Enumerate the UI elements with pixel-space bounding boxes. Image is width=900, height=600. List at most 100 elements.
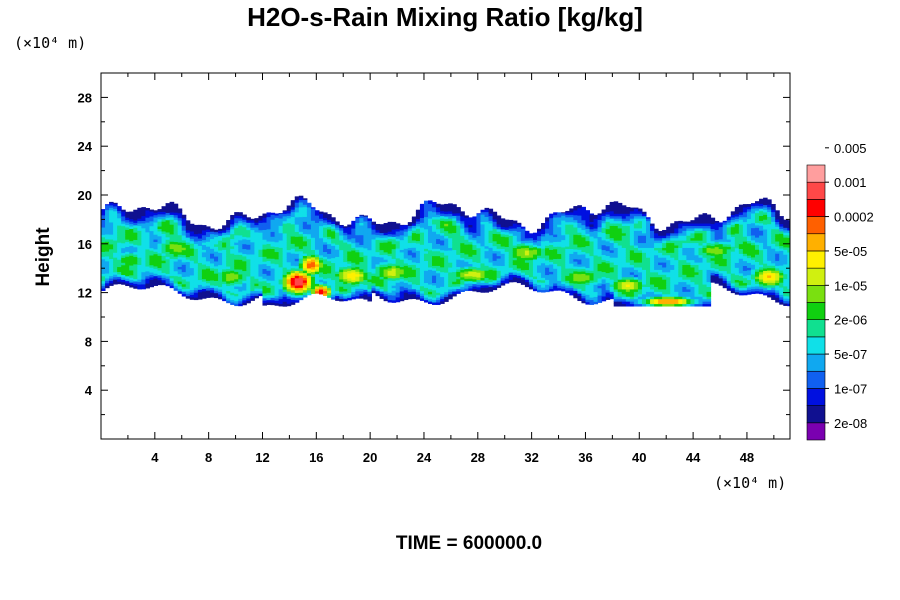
field-cell bbox=[444, 279, 449, 283]
field-cell bbox=[286, 208, 292, 212]
field-cell bbox=[109, 253, 114, 257]
field-cell bbox=[117, 242, 122, 246]
field-cell bbox=[109, 243, 114, 247]
field-cell bbox=[537, 286, 542, 290]
field-cell bbox=[383, 266, 389, 270]
field-cell bbox=[113, 240, 118, 244]
field-cell bbox=[504, 226, 510, 230]
field-cell bbox=[177, 266, 183, 270]
field-cell bbox=[561, 264, 566, 267]
field-cell bbox=[375, 280, 381, 284]
field-cell bbox=[613, 296, 619, 300]
field-cell bbox=[169, 229, 175, 232]
field-cell bbox=[205, 248, 211, 252]
field-cell bbox=[274, 217, 280, 221]
field-cell bbox=[686, 303, 691, 307]
field-cell bbox=[399, 259, 405, 263]
field-cell bbox=[537, 242, 542, 246]
field-cell bbox=[302, 282, 308, 286]
field-cell bbox=[541, 284, 546, 288]
field-cell bbox=[419, 219, 425, 223]
field-cell bbox=[177, 244, 183, 248]
field-cell bbox=[177, 273, 183, 277]
field-cell bbox=[181, 252, 187, 256]
field-cell bbox=[298, 258, 304, 262]
field-cell bbox=[621, 252, 627, 256]
field-cell bbox=[306, 228, 312, 232]
field-cell bbox=[335, 249, 340, 253]
field-cell bbox=[625, 223, 631, 226]
field-cell bbox=[565, 246, 570, 250]
field-cell bbox=[428, 259, 433, 263]
field-cell bbox=[456, 244, 461, 248]
field-cell bbox=[306, 265, 312, 269]
field-cell bbox=[254, 236, 259, 240]
field-cell bbox=[601, 264, 607, 268]
field-cell bbox=[573, 256, 578, 260]
field-cell bbox=[593, 262, 599, 266]
field-cell bbox=[141, 261, 146, 265]
field-cell bbox=[399, 229, 405, 233]
field-cell bbox=[678, 269, 683, 273]
field-cell bbox=[282, 262, 288, 266]
field-cell bbox=[613, 218, 619, 222]
field-cell bbox=[407, 271, 413, 275]
field-cell bbox=[633, 291, 639, 295]
field-cell bbox=[230, 297, 235, 301]
field-cell bbox=[464, 278, 469, 282]
field-cell bbox=[561, 220, 566, 224]
field-cell bbox=[270, 268, 276, 271]
field-cell bbox=[561, 237, 566, 241]
field-cell bbox=[428, 301, 433, 305]
field-cell bbox=[250, 218, 255, 221]
field-cell bbox=[117, 232, 122, 236]
field-cell bbox=[496, 267, 502, 271]
field-cell bbox=[537, 230, 542, 234]
field-cell bbox=[452, 227, 457, 231]
field-cell bbox=[428, 235, 433, 239]
field-cell bbox=[678, 281, 683, 285]
field-cell bbox=[621, 279, 627, 283]
field-cell bbox=[484, 257, 490, 261]
field-cell bbox=[476, 277, 481, 280]
field-cell bbox=[605, 238, 611, 242]
field-cell bbox=[391, 292, 397, 296]
field-cell bbox=[109, 212, 114, 216]
field-cell bbox=[258, 268, 263, 272]
field-cell bbox=[133, 215, 138, 219]
field-cell bbox=[601, 217, 607, 221]
field-cell bbox=[670, 249, 675, 253]
field-cell bbox=[444, 257, 449, 261]
field-cell bbox=[407, 232, 413, 236]
field-cell bbox=[468, 236, 473, 240]
field-cell bbox=[613, 235, 619, 239]
field-cell bbox=[528, 259, 534, 263]
field-cell bbox=[646, 257, 651, 261]
field-cell bbox=[436, 204, 441, 208]
field-cell bbox=[169, 270, 175, 274]
field-cell bbox=[504, 236, 510, 240]
field-cell bbox=[367, 225, 372, 229]
field-cell bbox=[222, 244, 227, 248]
field-cell bbox=[149, 209, 154, 212]
field-cell bbox=[319, 254, 324, 258]
field-cell bbox=[254, 234, 259, 238]
field-cell bbox=[157, 238, 163, 242]
field-cell bbox=[282, 272, 288, 275]
field-cell bbox=[234, 273, 239, 277]
field-cell bbox=[585, 274, 590, 278]
field-cell bbox=[278, 235, 284, 239]
field-cell bbox=[274, 266, 280, 270]
field-cell bbox=[177, 249, 183, 253]
field-cell bbox=[298, 248, 304, 252]
field-cell bbox=[488, 237, 494, 241]
field-cell bbox=[310, 217, 316, 221]
field-cell bbox=[391, 255, 397, 259]
field-cell bbox=[375, 276, 381, 280]
field-cell bbox=[306, 202, 312, 206]
field-cell bbox=[545, 250, 550, 254]
field-cell bbox=[201, 295, 207, 299]
field-cell bbox=[262, 268, 268, 272]
field-cell bbox=[262, 219, 268, 223]
field-cell bbox=[650, 257, 655, 261]
